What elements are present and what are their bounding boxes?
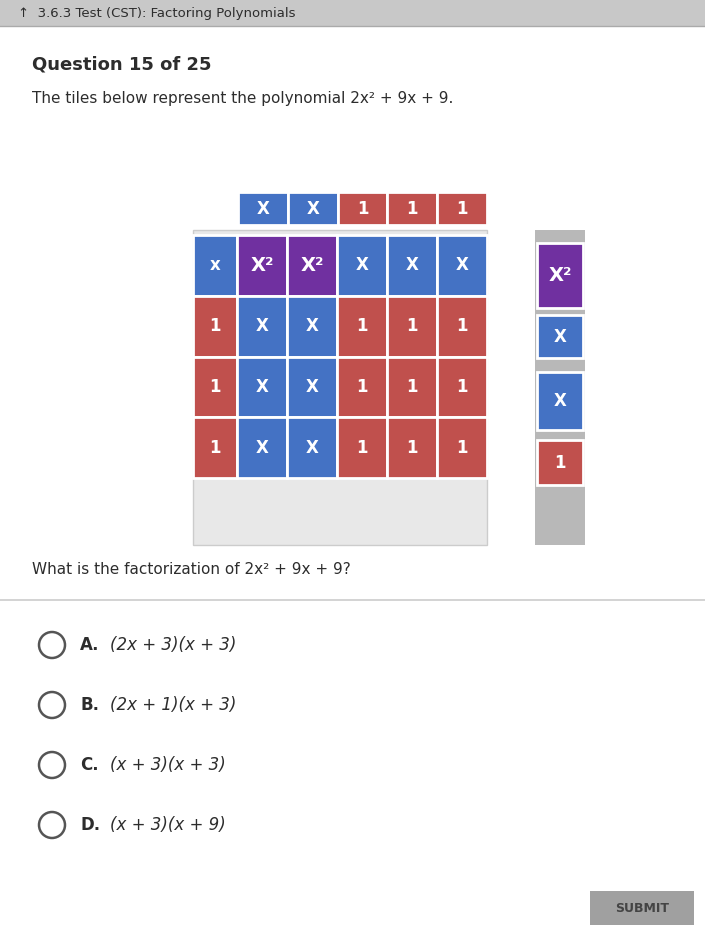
FancyBboxPatch shape bbox=[337, 235, 387, 296]
FancyBboxPatch shape bbox=[193, 417, 237, 478]
Text: (2x + 1)(x + 3): (2x + 1)(x + 3) bbox=[110, 696, 236, 714]
FancyBboxPatch shape bbox=[387, 417, 437, 478]
Text: 1: 1 bbox=[209, 378, 221, 396]
Text: X²: X² bbox=[250, 256, 274, 275]
Text: X: X bbox=[553, 328, 566, 345]
FancyBboxPatch shape bbox=[437, 357, 487, 417]
Text: X²: X² bbox=[300, 256, 324, 275]
Text: 1: 1 bbox=[406, 439, 418, 456]
FancyBboxPatch shape bbox=[287, 235, 337, 296]
Text: ↑  3.6.3 Test (CST): Factoring Polynomials: ↑ 3.6.3 Test (CST): Factoring Polynomial… bbox=[18, 7, 295, 20]
Text: X: X bbox=[305, 317, 319, 335]
Text: X: X bbox=[256, 378, 269, 396]
FancyBboxPatch shape bbox=[238, 192, 288, 225]
Text: 1: 1 bbox=[356, 439, 368, 456]
Text: 1: 1 bbox=[456, 439, 467, 456]
FancyBboxPatch shape bbox=[537, 372, 583, 430]
Text: Question 15 of 25: Question 15 of 25 bbox=[32, 56, 212, 74]
Text: What is the factorization of 2x² + 9x + 9?: What is the factorization of 2x² + 9x + … bbox=[32, 562, 351, 577]
Text: (x + 3)(x + 9): (x + 3)(x + 9) bbox=[110, 816, 226, 834]
Text: 1: 1 bbox=[456, 199, 468, 218]
Text: 1: 1 bbox=[406, 378, 418, 396]
FancyBboxPatch shape bbox=[537, 315, 583, 358]
FancyBboxPatch shape bbox=[237, 296, 287, 357]
FancyBboxPatch shape bbox=[387, 235, 437, 296]
FancyBboxPatch shape bbox=[387, 296, 437, 357]
FancyBboxPatch shape bbox=[287, 417, 337, 478]
FancyBboxPatch shape bbox=[537, 440, 583, 485]
Text: (2x + 3)(x + 3): (2x + 3)(x + 3) bbox=[110, 636, 236, 654]
Text: 1: 1 bbox=[456, 378, 467, 396]
Text: X: X bbox=[405, 256, 419, 275]
FancyBboxPatch shape bbox=[237, 237, 487, 480]
Text: 1: 1 bbox=[456, 317, 467, 335]
Text: 1: 1 bbox=[554, 453, 565, 471]
Text: X: X bbox=[306, 199, 319, 218]
FancyBboxPatch shape bbox=[387, 357, 437, 417]
Text: X: X bbox=[455, 256, 468, 275]
Text: 1: 1 bbox=[356, 378, 368, 396]
Text: X: X bbox=[256, 317, 269, 335]
FancyBboxPatch shape bbox=[590, 891, 694, 925]
FancyBboxPatch shape bbox=[193, 296, 237, 357]
FancyBboxPatch shape bbox=[535, 230, 585, 545]
FancyBboxPatch shape bbox=[237, 357, 287, 417]
Text: D.: D. bbox=[80, 816, 100, 834]
Text: X: X bbox=[355, 256, 369, 275]
Text: X: X bbox=[305, 378, 319, 396]
FancyBboxPatch shape bbox=[193, 235, 237, 296]
FancyBboxPatch shape bbox=[237, 235, 287, 296]
Text: C.: C. bbox=[80, 756, 99, 774]
FancyBboxPatch shape bbox=[287, 296, 337, 357]
FancyBboxPatch shape bbox=[337, 417, 387, 478]
FancyBboxPatch shape bbox=[437, 192, 487, 225]
Text: 1: 1 bbox=[209, 439, 221, 456]
FancyBboxPatch shape bbox=[0, 26, 705, 931]
FancyBboxPatch shape bbox=[537, 243, 583, 308]
Text: The tiles below represent the polynomial 2x² + 9x + 9.: The tiles below represent the polynomial… bbox=[32, 91, 453, 106]
Text: 1: 1 bbox=[357, 199, 368, 218]
FancyBboxPatch shape bbox=[337, 296, 387, 357]
FancyBboxPatch shape bbox=[287, 357, 337, 417]
Text: X: X bbox=[256, 439, 269, 456]
FancyBboxPatch shape bbox=[288, 192, 338, 225]
Text: (x + 3)(x + 3): (x + 3)(x + 3) bbox=[110, 756, 226, 774]
Text: 1: 1 bbox=[356, 317, 368, 335]
FancyBboxPatch shape bbox=[338, 192, 388, 225]
Text: B.: B. bbox=[80, 696, 99, 714]
Text: X: X bbox=[305, 439, 319, 456]
FancyBboxPatch shape bbox=[388, 192, 437, 225]
FancyBboxPatch shape bbox=[337, 357, 387, 417]
Text: 1: 1 bbox=[407, 199, 418, 218]
FancyBboxPatch shape bbox=[437, 235, 487, 296]
FancyBboxPatch shape bbox=[437, 417, 487, 478]
FancyBboxPatch shape bbox=[0, 0, 705, 26]
Text: A.: A. bbox=[80, 636, 99, 654]
Text: x: x bbox=[209, 256, 221, 275]
FancyBboxPatch shape bbox=[193, 357, 237, 417]
FancyBboxPatch shape bbox=[237, 417, 287, 478]
Text: 1: 1 bbox=[406, 317, 418, 335]
Text: X: X bbox=[257, 199, 269, 218]
Text: X: X bbox=[553, 392, 566, 410]
FancyBboxPatch shape bbox=[437, 296, 487, 357]
Text: 1: 1 bbox=[209, 317, 221, 335]
FancyBboxPatch shape bbox=[193, 230, 487, 545]
Text: X²: X² bbox=[548, 266, 572, 285]
Text: SUBMIT: SUBMIT bbox=[615, 901, 669, 914]
